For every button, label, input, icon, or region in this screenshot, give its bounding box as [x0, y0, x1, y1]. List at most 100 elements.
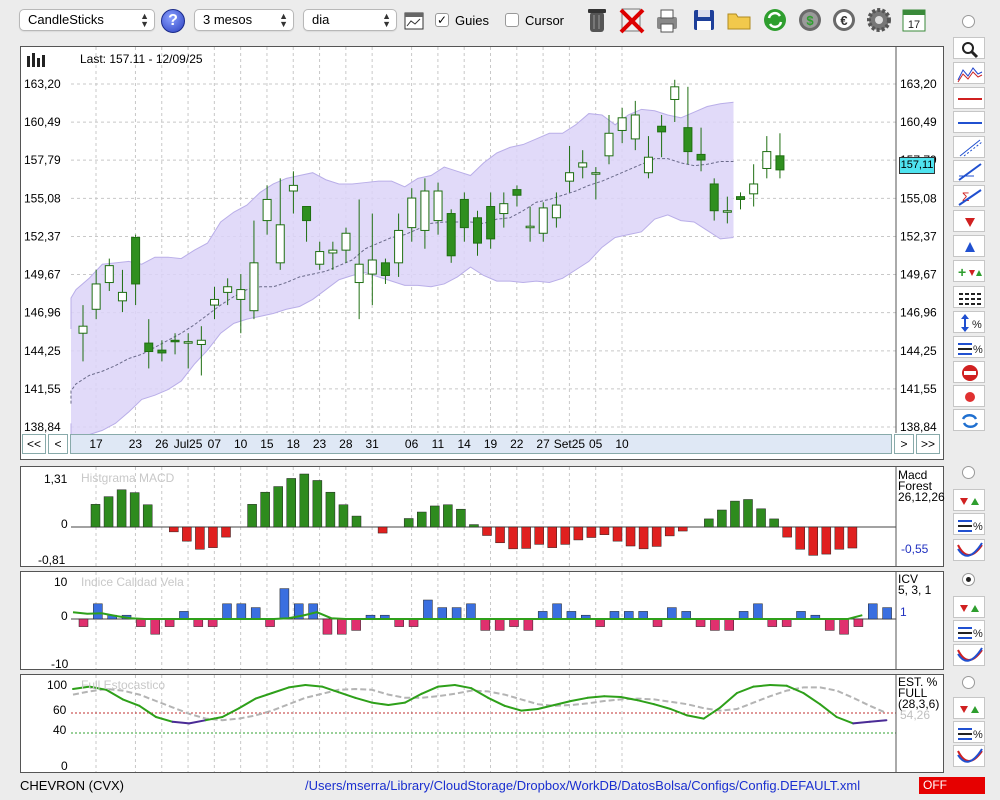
- candle-body-up: [617, 117, 627, 131]
- macd-bar-positive: [769, 518, 779, 528]
- x-tick-label: 19: [483, 437, 498, 451]
- stoch-k-segment: [221, 707, 240, 718]
- indicator-tool-button[interactable]: [953, 62, 985, 84]
- record-button[interactable]: [953, 385, 985, 407]
- add-signal-button[interactable]: +: [953, 260, 985, 282]
- delete-button[interactable]: [617, 5, 647, 35]
- icv-bar-positive: [796, 611, 806, 620]
- icv-bar-negative: [265, 618, 275, 627]
- currency-dollar-button[interactable]: $: [795, 5, 825, 35]
- macd-signals-button[interactable]: [953, 489, 985, 511]
- stoch-signals-button[interactable]: [953, 697, 985, 719]
- scale-percent-button[interactable]: %: [953, 311, 985, 333]
- nav-first-button[interactable]: <<: [22, 434, 46, 454]
- icv-bar-positive: [753, 603, 763, 620]
- plus-arrows-icon: +: [958, 264, 982, 280]
- macd-bar-positive: [325, 491, 336, 528]
- stoch-k-segment: [420, 685, 440, 695]
- buy-arrow-button[interactable]: [953, 235, 985, 257]
- icv-bar-positive: [609, 611, 620, 620]
- nav-prev-button[interactable]: <: [48, 434, 68, 454]
- stoch-panel[interactable]: Full Estocastico 100 60 40 0 EST. % FULL…: [20, 674, 944, 773]
- calendar-button[interactable]: 17: [899, 5, 929, 35]
- icv-curves-button[interactable]: [953, 644, 985, 666]
- print-button[interactable]: [652, 5, 682, 35]
- settings-button[interactable]: [864, 5, 894, 35]
- macd-bar-positive: [129, 492, 140, 528]
- open-folder-button[interactable]: [724, 5, 754, 35]
- trendline-tool-button[interactable]: [953, 160, 985, 182]
- stoch-curves-button[interactable]: [953, 745, 985, 767]
- blue-line-tool-button[interactable]: [953, 111, 985, 133]
- icv-lines-button[interactable]: %: [953, 620, 985, 642]
- candle-body-down: [736, 196, 745, 200]
- lines-percent-button[interactable]: %: [953, 336, 985, 358]
- date-axis-bar[interactable]: [70, 434, 892, 454]
- macd-bar-positive: [403, 518, 414, 528]
- candle-body-down: [144, 342, 154, 353]
- refresh-button[interactable]: [760, 5, 790, 35]
- channel-tool-button[interactable]: [953, 136, 985, 158]
- currency-euro-button[interactable]: €: [829, 5, 859, 35]
- candle: [367, 213, 377, 306]
- sell-arrow-button[interactable]: [953, 210, 985, 232]
- nav-next-button[interactable]: >: [894, 434, 914, 454]
- macd-title: Histgrama MACD: [81, 471, 175, 485]
- candle: [604, 114, 614, 165]
- x-tick-label: 11: [431, 437, 445, 451]
- fibonacci-tool-button[interactable]: Σ: [953, 185, 985, 207]
- help-icon: ?: [168, 12, 178, 29]
- icv-value: 1: [900, 605, 907, 619]
- macd-bar-positive: [456, 508, 466, 528]
- save-button[interactable]: [689, 5, 719, 35]
- icv-bar-positive: [423, 599, 433, 620]
- stoch-lines-button[interactable]: %: [953, 721, 985, 743]
- macd-panel-radio[interactable]: [962, 466, 975, 479]
- chart-type-select[interactable]: CandleSticks ▲ ▼: [19, 9, 155, 31]
- trash-button[interactable]: [582, 5, 612, 35]
- candle: [473, 210, 482, 256]
- lines-list-button[interactable]: [953, 286, 985, 308]
- period-select[interactable]: 3 mesos ▲ ▼: [194, 9, 294, 31]
- candle-body-up: [630, 114, 640, 140]
- icv-bar-positive: [451, 607, 462, 620]
- interval-select[interactable]: dia ▲ ▼: [303, 9, 397, 31]
- stoch-panel-radio[interactable]: [962, 676, 975, 689]
- candle-body-down: [683, 127, 693, 153]
- red-line-tool-button[interactable]: [953, 87, 985, 109]
- no-entry-button[interactable]: [953, 361, 985, 383]
- candle: [117, 269, 127, 313]
- config-path-link[interactable]: /Users/mserra/Library/CloudStorage/Dropb…: [305, 778, 861, 793]
- swap-button[interactable]: [953, 409, 985, 431]
- icv-panel[interactable]: Indice Calidad Vela 10 0 -10 ICV 5, 3, 1…: [20, 571, 944, 671]
- macd-curves-button[interactable]: [953, 539, 985, 561]
- icv-bar-negative: [78, 618, 89, 627]
- price-chart-panel[interactable]: 163,20 160,49 157,79 155,08 152,37 149,67 146,…: [20, 46, 944, 460]
- help-button[interactable]: ?: [161, 9, 185, 33]
- cursor-checkbox[interactable]: [505, 13, 519, 27]
- macd-panel[interactable]: Histgrama MACD 1,31 0 -0,81 Macd Forest …: [20, 466, 945, 567]
- y-tick-right: 138,84: [900, 420, 937, 434]
- icv-bar-positive: [624, 611, 634, 620]
- main-panel-radio[interactable]: [962, 15, 975, 28]
- icv-signals-button[interactable]: [953, 596, 985, 618]
- guides-checkbox[interactable]: ✓: [435, 13, 449, 27]
- status-off-badge[interactable]: OFF: [919, 777, 985, 794]
- price-chart[interactable]: 163,20 160,49 157,79 155,08 152,37 149,67 146,…: [21, 47, 943, 459]
- candle: [380, 258, 390, 284]
- icv-panel-radio[interactable]: [962, 573, 975, 586]
- icv-bar-positive: [236, 603, 247, 620]
- candle: [775, 133, 785, 179]
- candle: [749, 164, 759, 207]
- icv-signal-line: [72, 611, 863, 620]
- macd-y-top: 1,31: [44, 472, 68, 486]
- candle-body-up: [578, 162, 588, 168]
- nav-last-button[interactable]: >>: [916, 434, 940, 454]
- zoom-tool-button[interactable]: [953, 37, 985, 59]
- candle-body-up: [196, 339, 206, 345]
- chart-window-button[interactable]: [404, 12, 424, 30]
- stoch-k-segment: [138, 704, 157, 718]
- macd-lines-button[interactable]: %: [953, 513, 985, 535]
- trendline-icon: [958, 163, 982, 181]
- candle-body-down: [512, 189, 522, 196]
